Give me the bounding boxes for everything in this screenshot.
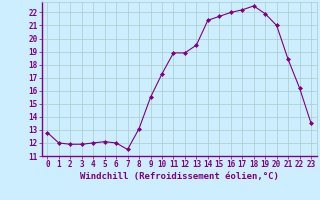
X-axis label: Windchill (Refroidissement éolien,°C): Windchill (Refroidissement éolien,°C) [80,172,279,181]
